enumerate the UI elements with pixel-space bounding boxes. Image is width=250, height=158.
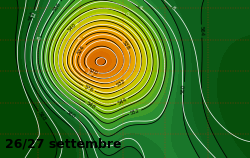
Text: 540: 540 (67, 22, 78, 33)
Text: 560: 560 (65, 110, 76, 120)
Text: 568: 568 (37, 111, 47, 122)
Text: 556: 556 (53, 1, 62, 12)
Text: -8: -8 (77, 36, 84, 43)
Text: 12: 12 (31, 11, 38, 18)
Text: 564: 564 (28, 10, 36, 22)
Text: 0: 0 (124, 12, 130, 18)
Text: 564: 564 (199, 26, 204, 36)
Text: 548: 548 (85, 101, 96, 111)
Text: 26/27 settembre: 26/27 settembre (5, 137, 121, 150)
Text: 520: 520 (87, 67, 98, 76)
Text: 528: 528 (121, 40, 131, 51)
Text: 8: 8 (170, 6, 176, 11)
Text: 4: 4 (137, 4, 142, 10)
Text: 560: 560 (181, 83, 187, 94)
Text: 524: 524 (77, 44, 86, 56)
Text: 552: 552 (130, 108, 141, 116)
Text: 8: 8 (36, 36, 42, 40)
Text: 532: 532 (115, 79, 126, 88)
Text: 536: 536 (84, 84, 94, 93)
Text: -12: -12 (84, 70, 94, 78)
Text: 544: 544 (116, 97, 128, 106)
Text: -4: -4 (84, 87, 91, 94)
